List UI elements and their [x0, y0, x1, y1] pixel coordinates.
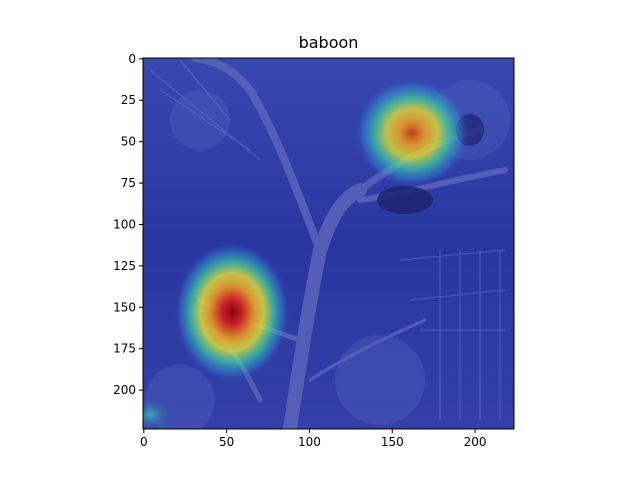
y-tick-label: 0 [128, 52, 136, 66]
plot-title: baboon [298, 33, 359, 52]
y-axis-ticks: 0 25 50 75 100 125 150 175 200 [113, 52, 143, 397]
y-tick-label: 150 [113, 300, 136, 314]
x-tick-label: 200 [464, 435, 487, 449]
y-tick-label: 175 [113, 342, 136, 356]
x-tick-label: 50 [219, 435, 234, 449]
y-tick-label: 100 [113, 217, 136, 231]
y-tick-label: 125 [113, 259, 136, 273]
y-tick-label: 200 [113, 383, 136, 397]
y-tick-label: 50 [121, 135, 136, 149]
y-tick-label: 75 [121, 176, 136, 190]
y-tick-label: 25 [121, 93, 136, 107]
x-tick-label: 150 [381, 435, 404, 449]
heatmap-overlay-image [143, 58, 514, 429]
x-axis-ticks: 0 50 100 150 200 [140, 429, 487, 449]
axes-frame [142, 57, 515, 430]
x-tick-label: 0 [140, 435, 148, 449]
x-tick-label: 100 [298, 435, 321, 449]
